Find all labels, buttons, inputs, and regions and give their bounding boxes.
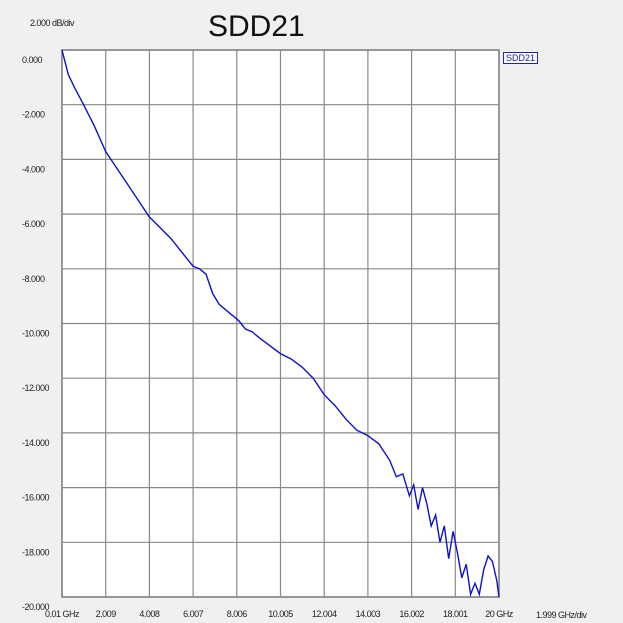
x-tick-label: 18.001 bbox=[443, 609, 468, 619]
series-line-sdd21 bbox=[61, 49, 500, 598]
y-tick-label: -12.000 bbox=[22, 383, 50, 393]
x-tick-label: 2.009 bbox=[96, 609, 117, 619]
y-tick-label: -2.000 bbox=[22, 110, 45, 120]
y-tick-label: -14.000 bbox=[22, 438, 50, 448]
x-tick-label: 10.005 bbox=[268, 609, 293, 619]
y-tick-label: 0.000 bbox=[22, 55, 43, 65]
y-tick-label: -4.000 bbox=[22, 164, 45, 174]
x-tick-label: 14.003 bbox=[356, 609, 381, 619]
x-scale-label: 1.999 GHz/div bbox=[536, 610, 587, 620]
y-tick-label: -16.000 bbox=[22, 493, 50, 503]
chart-title: SDD21 bbox=[208, 10, 305, 43]
x-tick-label: 16.002 bbox=[399, 609, 424, 619]
x-tick-label: 0.01 GHz bbox=[45, 609, 80, 619]
y-tick-label: -10.000 bbox=[22, 329, 50, 339]
y-scale-label: 2.000 dB/div bbox=[30, 18, 75, 28]
y-tick-label: -18.000 bbox=[22, 547, 50, 557]
x-tick-label: 4.008 bbox=[139, 609, 160, 619]
x-tick-label: 12.004 bbox=[312, 609, 337, 619]
y-tick-label: -20.000 bbox=[22, 602, 50, 612]
x-tick-label: 8.006 bbox=[227, 609, 248, 619]
legend-entry: SDD21 bbox=[503, 52, 539, 64]
y-tick-label: -8.000 bbox=[22, 274, 45, 284]
x-tick-label: 20 GHz bbox=[485, 609, 514, 619]
y-tick-label: -6.000 bbox=[22, 219, 45, 229]
x-tick-label: 6.007 bbox=[183, 609, 204, 619]
